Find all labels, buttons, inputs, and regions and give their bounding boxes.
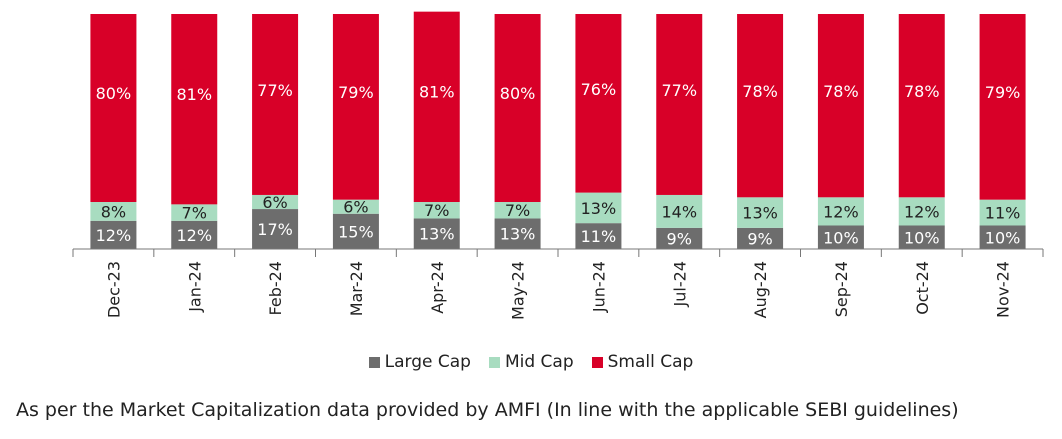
data-label-small-cap-aug-24: 78% — [742, 82, 778, 101]
x-tick-label-aug-24: Aug-24 — [751, 261, 770, 318]
bar-mid-cap-jul-24 — [656, 194, 703, 228]
x-tick-label-nov-24: Nov-24 — [994, 261, 1013, 318]
data-label-large-cap-feb-24: 17% — [257, 220, 293, 239]
data-label-small-cap-mar-24: 79% — [338, 83, 374, 102]
x-tick-label-apr-24: Apr-24 — [428, 261, 447, 314]
bar-small-cap-oct-24 — [898, 14, 945, 198]
data-label-mid-cap-sep-24: 12% — [823, 202, 859, 221]
legend-swatch — [591, 356, 603, 368]
bar-mid-cap-may-24 — [494, 202, 541, 219]
bar-large-cap-jul-24 — [656, 227, 703, 249]
legend-label: Small Cap — [607, 352, 694, 372]
data-label-mid-cap-jun-24: 13% — [581, 199, 617, 218]
data-label-large-cap-sep-24: 10% — [823, 228, 859, 247]
data-label-mid-cap-feb-24: 6% — [262, 193, 287, 212]
bar-large-cap-sep-24 — [817, 225, 864, 249]
data-label-large-cap-jan-24: 12% — [176, 226, 212, 245]
legend: Large Cap Mid Cap Small Cap — [0, 352, 1062, 373]
data-label-mid-cap-jan-24: 7% — [182, 204, 207, 223]
data-label-large-cap-jul-24: 9% — [667, 229, 692, 248]
x-tick-label-mar-24: Mar-24 — [347, 261, 366, 316]
legend-label: Large Cap — [384, 352, 471, 372]
data-label-large-cap-dec-23: 12% — [96, 226, 132, 245]
footnote: As per the Market Capitalization data pr… — [16, 399, 959, 421]
bar-small-cap-feb-24 — [252, 14, 299, 195]
bar-small-cap-jan-24 — [171, 14, 218, 205]
x-tick-label-feb-24: Feb-24 — [266, 261, 285, 315]
data-label-large-cap-apr-24: 13% — [419, 225, 455, 244]
bar-mid-cap-oct-24 — [898, 197, 945, 226]
x-tick-label-jun-24: Jun-24 — [589, 261, 608, 313]
bar-large-cap-mar-24 — [332, 213, 379, 249]
data-label-small-cap-apr-24: 81% — [419, 83, 455, 102]
stacked-bar-chart: 12% 8% 80% 12% 7% 81% 17% 6% 77% 15% 6% 79% 13% 7% 81%… — [72, 11, 1044, 320]
bar-large-cap-oct-24 — [898, 225, 945, 249]
bar-large-cap-jan-24 — [171, 220, 218, 249]
x-tick-label-jan-24: Jan-24 — [185, 261, 204, 313]
bar-small-cap-nov-24 — [979, 14, 1026, 200]
bar-small-cap-may-24 — [494, 14, 541, 202]
bar-large-cap-feb-24 — [252, 209, 299, 249]
data-label-mid-cap-oct-24: 12% — [904, 202, 940, 221]
data-label-mid-cap-aug-24: 13% — [742, 204, 778, 223]
legend-item-large-cap: Large Cap — [368, 352, 471, 372]
legend-item-mid-cap: Mid Cap — [488, 352, 574, 372]
bar-mid-cap-apr-24 — [413, 202, 460, 219]
bar-small-cap-sep-24 — [817, 14, 864, 198]
bar-small-cap-dec-23 — [90, 14, 137, 202]
bar-small-cap-jun-24 — [575, 14, 622, 193]
legend-swatch — [488, 356, 500, 368]
bar-large-cap-aug-24 — [737, 227, 784, 249]
bar-small-cap-mar-24 — [332, 14, 379, 200]
x-tick-label-jul-24: Jul-24 — [670, 261, 689, 307]
x-tick-label-dec-23: Dec-23 — [104, 261, 123, 318]
x-tick-label-sep-24: Sep-24 — [832, 261, 851, 317]
bar-large-cap-nov-24 — [979, 225, 1026, 249]
bar-mid-cap-nov-24 — [979, 199, 1026, 226]
x-axis: Dec-23 Jan-24 Feb-24 Mar-24 Apr-24 May-24 Jun-… — [72, 248, 1044, 320]
bar-mid-cap-jun-24 — [575, 192, 622, 224]
data-label-mid-cap-mar-24: 6% — [343, 198, 368, 217]
bar-mid-cap-mar-24 — [332, 199, 379, 214]
x-tick-label-may-24: May-24 — [509, 261, 528, 320]
bar-small-cap-apr-24 — [413, 11, 460, 203]
data-label-small-cap-feb-24: 77% — [257, 81, 293, 100]
bar-large-cap-dec-23 — [90, 220, 137, 249]
bar-large-cap-may-24 — [494, 218, 541, 249]
data-label-small-cap-oct-24: 78% — [904, 82, 940, 101]
x-tick-label-oct-24: Oct-24 — [913, 261, 932, 315]
data-label-small-cap-dec-23: 80% — [96, 84, 132, 103]
bar-mid-cap-feb-24 — [252, 194, 299, 210]
data-label-large-cap-aug-24: 9% — [747, 229, 772, 248]
data-label-mid-cap-apr-24: 7% — [424, 201, 449, 220]
data-label-mid-cap-nov-24: 11% — [985, 204, 1021, 223]
bar-mid-cap-jan-24 — [171, 204, 218, 221]
data-label-small-cap-may-24: 80% — [500, 84, 536, 103]
bar-mid-cap-dec-23 — [90, 202, 137, 221]
bar-small-cap-aug-24 — [737, 14, 784, 198]
data-label-small-cap-jan-24: 81% — [176, 85, 212, 104]
data-label-mid-cap-may-24: 7% — [505, 201, 530, 220]
data-label-mid-cap-dec-23: 8% — [101, 202, 126, 221]
data-label-mid-cap-jul-24: 14% — [661, 202, 697, 221]
data-label-small-cap-nov-24: 79% — [985, 83, 1021, 102]
data-label-small-cap-jun-24: 76% — [581, 80, 617, 99]
legend-item-small-cap: Small Cap — [591, 352, 694, 372]
data-label-small-cap-jul-24: 77% — [661, 81, 697, 100]
bar-mid-cap-sep-24 — [817, 197, 864, 226]
bar-large-cap-jun-24 — [575, 223, 622, 249]
data-label-small-cap-sep-24: 78% — [823, 82, 859, 101]
data-label-large-cap-oct-24: 10% — [904, 228, 940, 247]
bars-group: 12% 8% 80% 12% 7% 81% 17% 6% 77% 15% 6% 79% 13% 7% 81%… — [90, 11, 1026, 249]
legend-swatch — [368, 356, 380, 368]
data-label-large-cap-nov-24: 10% — [985, 228, 1021, 247]
data-label-large-cap-jun-24: 11% — [581, 227, 617, 246]
data-label-large-cap-mar-24: 15% — [338, 222, 374, 241]
legend-label: Mid Cap — [504, 352, 574, 372]
data-label-large-cap-may-24: 13% — [500, 225, 536, 244]
bar-large-cap-apr-24 — [413, 218, 460, 249]
bar-small-cap-jul-24 — [656, 14, 703, 195]
bar-mid-cap-aug-24 — [737, 197, 784, 228]
